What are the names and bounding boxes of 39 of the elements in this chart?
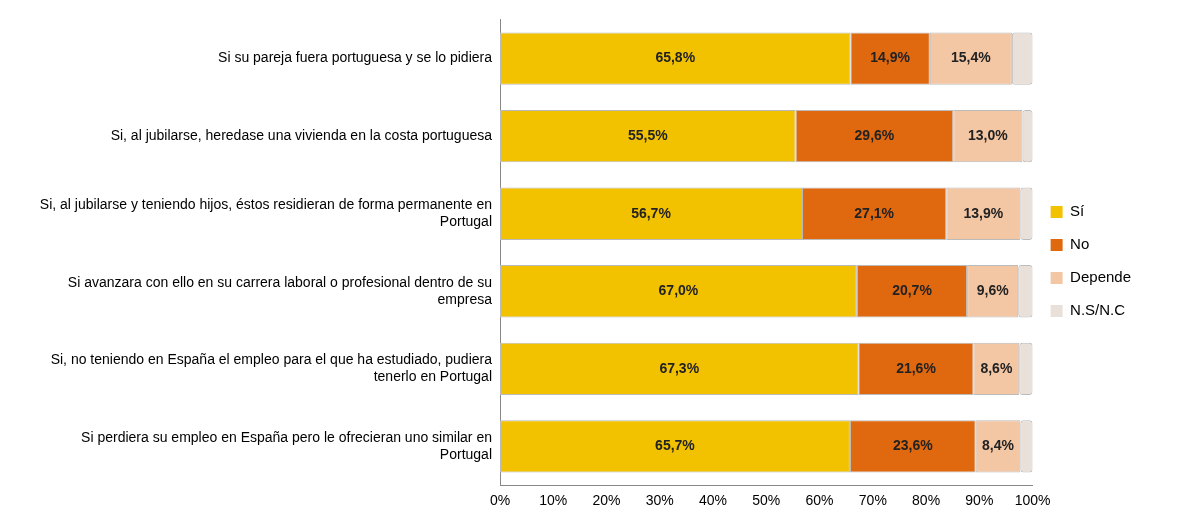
data-label: 67,0%	[658, 282, 699, 299]
data-label: 15,4%	[950, 49, 992, 66]
legend-label: N.S/N.C	[1070, 301, 1126, 319]
x-tick-label: 90%	[965, 492, 994, 509]
data-label: 21,6%	[896, 359, 937, 376]
data-label: 13,9%	[963, 204, 1004, 221]
y-tick-label: Si perdiera su empleo en España pero le ofrecieran uno similar en Portugal	[81, 428, 492, 462]
data-label: 8,6%	[980, 359, 1013, 376]
x-tick-label: 20%	[592, 492, 621, 509]
data-label: 65,8%	[655, 49, 696, 66]
x-tick-label: 50%	[752, 492, 781, 509]
x-tick-label: 80%	[912, 492, 941, 509]
data-label: 9,6%	[976, 282, 1010, 299]
y-tick-label: Si, al jubilarse y teniendo hijos, éstos residieran de forma permanente en Portugal	[39, 196, 492, 229]
y-tick-label: Si avanzara con ello en su carrera laboral o profesional dentro de su empresa	[67, 273, 493, 307]
y-tick-label: Si, al jubilarse, heredase una vivienda en la costa portuguesa	[110, 127, 493, 144]
x-tick-label: 100%	[1014, 492, 1051, 509]
x-tick-label: 10%	[539, 492, 568, 509]
x-tick-label: 70%	[858, 492, 887, 509]
x-tick-label: 40%	[699, 492, 728, 509]
data-label: 55,5%	[627, 127, 669, 144]
legend-label: No	[1070, 235, 1090, 253]
data-label: 23,6%	[892, 437, 934, 454]
data-label: 27,1%	[854, 204, 895, 221]
data-label: 14,9%	[870, 49, 911, 66]
x-tick-label: 0%	[489, 492, 511, 509]
x-tick-label: 30%	[645, 492, 674, 509]
data-label: 20,7%	[892, 282, 933, 299]
data-label: 67,3%	[659, 359, 700, 376]
data-label: 13,0%	[968, 127, 1009, 144]
data-label: 65,7%	[655, 437, 696, 454]
y-tick-label: Si, no teniendo en España el empleo para el que ha estudiado, pudiera tenerlo en Portugal	[50, 351, 493, 385]
legend-label: Depende	[1070, 268, 1131, 286]
x-tick-label: 60%	[805, 492, 834, 509]
data-label: 8,4%	[982, 437, 1015, 454]
legend-label: Sí	[1070, 202, 1086, 220]
y-tick-label: Si su pareja fuera portuguesa y se lo pidiera	[218, 49, 493, 66]
data-label: 56,7%	[631, 204, 672, 221]
data-label: 29,6%	[854, 127, 895, 144]
